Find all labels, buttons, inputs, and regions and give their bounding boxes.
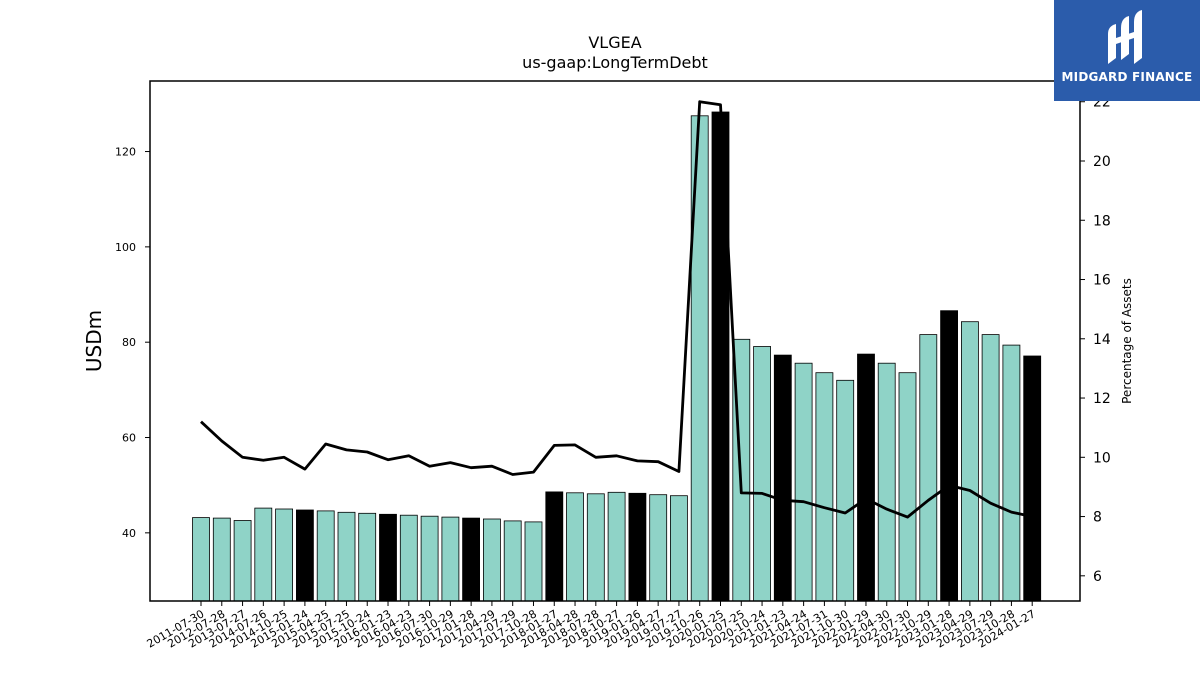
y2-tick-label: 20 xyxy=(1093,154,1111,170)
bar xyxy=(192,517,210,602)
bars-group xyxy=(192,111,1042,602)
bar xyxy=(981,334,1000,602)
bar xyxy=(857,353,875,602)
midgard-finance-logo: MIDGARD FINANCE xyxy=(1054,0,1200,101)
y2-tick-label: 10 xyxy=(1093,450,1111,466)
bar xyxy=(233,520,252,602)
series-line xyxy=(200,100,1033,519)
y2-tick-label: 16 xyxy=(1093,273,1111,289)
midgard-logo-icon xyxy=(1108,10,1142,64)
bar xyxy=(815,372,834,602)
bar xyxy=(275,508,294,602)
bar xyxy=(1023,355,1042,602)
bar xyxy=(420,515,439,602)
bar xyxy=(940,310,958,602)
y-axis: 40 60 80 100 120 xyxy=(115,146,150,540)
bar xyxy=(524,521,543,602)
bar xyxy=(212,517,231,602)
bar xyxy=(337,511,356,602)
y-tick-label: 100 xyxy=(115,241,136,254)
bar xyxy=(295,509,314,602)
bar xyxy=(358,512,377,602)
bar xyxy=(399,514,418,602)
y2-tick-label: 14 xyxy=(1093,332,1111,348)
bar xyxy=(711,111,730,602)
y2-axis-label: Percentage of Assets xyxy=(1120,278,1134,404)
bar xyxy=(919,334,938,602)
bar xyxy=(545,491,564,602)
y-tick-label: 80 xyxy=(122,336,136,349)
y2-tick-label: 6 xyxy=(1093,569,1102,585)
bar xyxy=(649,494,668,602)
bar xyxy=(462,517,481,602)
y2-tick-label: 12 xyxy=(1093,391,1111,407)
bar xyxy=(670,495,688,602)
logo-text: MIDGARD FINANCE xyxy=(1061,70,1193,84)
bar xyxy=(836,379,855,602)
bar xyxy=(877,362,896,602)
bar xyxy=(503,520,522,602)
chart-subtitle: us-gaap:LongTermDebt xyxy=(522,53,708,72)
y-axis-label: USDm xyxy=(82,310,106,372)
y-tick-label: 120 xyxy=(115,146,136,159)
bar xyxy=(628,492,647,602)
plot-frame xyxy=(149,80,1081,602)
bar xyxy=(379,513,397,602)
bar xyxy=(794,362,813,602)
y2-tick-label: 8 xyxy=(1093,510,1102,526)
bar xyxy=(586,493,605,602)
line-group xyxy=(200,100,1033,519)
bar xyxy=(1002,344,1021,602)
chart-title: VLGEA xyxy=(588,33,641,52)
bar xyxy=(482,518,501,602)
bar xyxy=(773,354,792,602)
bar xyxy=(753,346,771,602)
bar xyxy=(316,510,335,602)
bar xyxy=(898,372,917,602)
bar xyxy=(441,516,460,602)
y2-tick-label: 18 xyxy=(1093,213,1111,229)
x-axis: 2011-07-302012-07-282013-07-272014-07-26… xyxy=(145,601,1038,651)
bar xyxy=(566,492,584,602)
bar xyxy=(254,507,273,602)
bar xyxy=(961,321,979,602)
bar xyxy=(607,491,626,602)
y-tick-label: 40 xyxy=(122,527,136,540)
y-tick-label: 60 xyxy=(122,432,136,445)
